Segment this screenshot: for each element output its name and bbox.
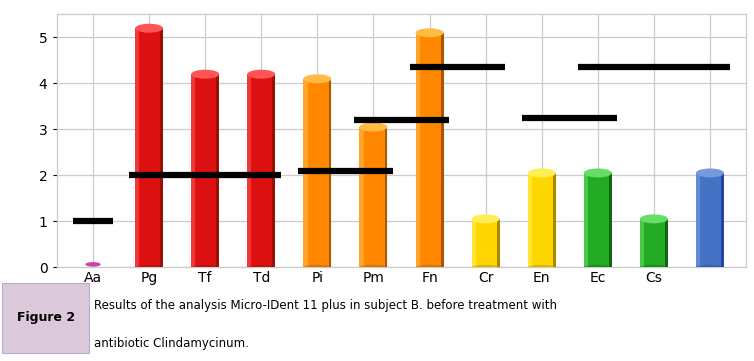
Text: Figure 2: Figure 2 — [17, 311, 75, 324]
Bar — [135, 28, 163, 267]
Ellipse shape — [247, 70, 275, 79]
Ellipse shape — [584, 169, 611, 178]
Bar — [272, 74, 275, 267]
Bar — [471, 219, 500, 267]
Ellipse shape — [471, 214, 500, 223]
Bar — [303, 79, 308, 267]
Bar — [528, 173, 532, 267]
Bar — [441, 33, 443, 267]
Bar — [609, 173, 611, 267]
Bar — [360, 127, 388, 267]
Ellipse shape — [471, 265, 500, 270]
Bar — [471, 219, 476, 267]
Bar — [329, 79, 332, 267]
Bar — [216, 74, 219, 267]
Bar — [584, 173, 611, 267]
Bar — [192, 74, 195, 267]
Bar — [722, 173, 724, 267]
Ellipse shape — [135, 265, 163, 270]
Bar — [247, 74, 275, 267]
Text: antibiotic Clindamycinum.: antibiotic Clindamycinum. — [94, 337, 249, 350]
Bar — [584, 173, 588, 267]
Ellipse shape — [360, 122, 388, 131]
Ellipse shape — [528, 265, 556, 270]
Ellipse shape — [85, 262, 101, 267]
Ellipse shape — [584, 265, 611, 270]
Ellipse shape — [303, 265, 332, 270]
Ellipse shape — [528, 169, 556, 178]
Bar — [640, 219, 668, 267]
Bar — [553, 173, 556, 267]
Bar — [640, 219, 644, 267]
Bar — [528, 173, 556, 267]
Ellipse shape — [192, 265, 219, 270]
Bar — [415, 33, 443, 267]
Ellipse shape — [415, 29, 443, 37]
Bar — [360, 127, 363, 267]
Ellipse shape — [192, 70, 219, 79]
Bar — [247, 74, 252, 267]
Ellipse shape — [303, 74, 332, 83]
Ellipse shape — [696, 265, 724, 270]
Bar — [161, 28, 163, 267]
Bar — [497, 219, 500, 267]
Ellipse shape — [415, 265, 443, 270]
Bar — [135, 28, 139, 267]
Text: Results of the analysis Micro-IDent 11 plus in subject B. before treatment with: Results of the analysis Micro-IDent 11 p… — [94, 299, 557, 312]
FancyBboxPatch shape — [2, 283, 89, 353]
Bar — [415, 33, 420, 267]
Ellipse shape — [696, 169, 724, 178]
Bar — [696, 173, 724, 267]
Ellipse shape — [640, 214, 668, 223]
Bar — [303, 79, 332, 267]
Bar — [696, 173, 700, 267]
Ellipse shape — [247, 265, 275, 270]
Ellipse shape — [640, 265, 668, 270]
Bar — [385, 127, 388, 267]
Bar — [665, 219, 668, 267]
Ellipse shape — [360, 265, 388, 270]
Bar — [192, 74, 219, 267]
Ellipse shape — [135, 24, 163, 33]
